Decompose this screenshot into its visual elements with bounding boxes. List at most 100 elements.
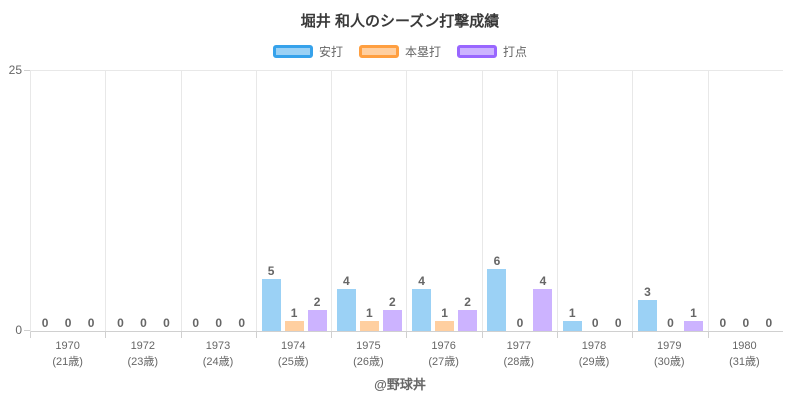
bar-group-1974: 5 1 2 <box>257 265 331 331</box>
x-label-1978: 1978 (29歳) <box>556 338 631 370</box>
bar-hits-1974[interactable]: 5 <box>261 265 281 331</box>
x-label-age: (23歳) <box>127 356 159 368</box>
bar-hits-1978[interactable]: 1 <box>562 307 582 331</box>
x-label-age: (30歳) <box>653 356 685 368</box>
value-label-homeruns-1972: 0 <box>140 316 147 330</box>
bar-rbi-1974[interactable]: 2 <box>307 296 327 331</box>
value-label-rbi-1973: 0 <box>238 316 246 330</box>
x-label-1975: 1975 (26歳) <box>331 338 406 370</box>
value-label-homeruns-1973: 0 <box>215 316 223 330</box>
x-axis-labels: 1970 (21歳) 1972 (23歳) 1973 (24歳) 1974 (25歳) 1975… <box>30 338 782 370</box>
x-label-year: 1978 <box>581 340 607 352</box>
value-label-hits-1977: 6 <box>493 254 501 268</box>
value-label-homeruns-1978: 0 <box>591 316 599 330</box>
bar-group-1978: 1 0 0 <box>558 307 632 331</box>
bar-homeruns-1976[interactable]: 1 <box>435 307 455 331</box>
x-label-1973: 1973 (24歳) <box>180 338 255 370</box>
x-label-age: (24歳) <box>202 356 234 368</box>
legend-swatch-homeruns <box>358 45 399 58</box>
y-axis-tick-min: 0 <box>15 323 22 337</box>
bar-hits-1975[interactable]: 4 <box>336 275 356 331</box>
x-axis-tick-mark <box>30 332 31 338</box>
x-label-year: 1980 <box>732 340 757 352</box>
value-label-hits-1978: 1 <box>568 306 576 320</box>
legend: 安打 本塁打 打点 <box>0 43 800 60</box>
bar-rbi-1977[interactable]: 4 <box>533 275 553 331</box>
x-label-age: (27歳) <box>428 356 459 368</box>
x-label-age: (29歳) <box>578 356 610 368</box>
bar-rbi-1976[interactable]: 2 <box>458 296 478 331</box>
category-1973: 0 0 0 <box>182 71 258 338</box>
y-axis-tick-mark-min <box>24 330 30 331</box>
bar-group-1977: 6 0 4 <box>483 255 557 331</box>
x-label-year: 1979 <box>656 340 682 352</box>
bar-rbi-1975[interactable]: 2 <box>382 296 402 331</box>
value-label-hits-1975: 4 <box>342 274 350 288</box>
value-label-rbi-1972: 0 <box>163 316 170 330</box>
legend-item-homeruns[interactable]: 本塁打 <box>358 43 441 60</box>
value-label-rbi-1978: 0 <box>614 316 622 330</box>
value-label-hits-1979: 3 <box>644 285 651 299</box>
legend-item-rbi[interactable]: 打点 <box>457 43 527 60</box>
value-label-homeruns-1970: 0 <box>64 316 72 330</box>
bar-hits-1977[interactable]: 6 <box>487 255 507 331</box>
x-label-age: (21歳) <box>52 356 83 368</box>
value-label-rbi-1977: 4 <box>539 274 547 288</box>
x-label-1977: 1977 (28歳) <box>481 338 556 370</box>
category-1979: 3 0 1 <box>633 71 709 338</box>
value-label-hits-1970: 0 <box>41 316 49 330</box>
value-label-rbi-1976: 2 <box>464 295 471 309</box>
x-label-year: 1974 <box>280 340 306 352</box>
value-label-homeruns-1976: 1 <box>441 306 448 320</box>
bar-group-1976: 4 1 2 <box>407 275 481 331</box>
category-1970: 0 0 0 <box>31 71 107 338</box>
category-1980: 0 0 0 <box>709 71 783 331</box>
bar-homeruns-1975[interactable]: 1 <box>359 307 379 331</box>
x-label-1979: 1979 (30歳) <box>632 338 707 370</box>
bar-hits-1976[interactable]: 4 <box>412 275 432 331</box>
bar-hits-1979[interactable]: 3 <box>638 286 658 331</box>
value-label-hits-1980: 0 <box>719 316 727 330</box>
value-label-homeruns-1979: 0 <box>667 316 674 330</box>
y-axis-tick-mark-max <box>24 70 30 71</box>
x-label-1976: 1976 (27歳) <box>406 338 481 370</box>
bar-group-1975: 4 1 2 <box>332 275 406 331</box>
legend-label-homeruns: 本塁打 <box>404 45 441 59</box>
category-1976: 4 1 2 <box>407 71 484 338</box>
x-label-1972: 1972 (23歳) <box>105 338 180 370</box>
category-1977: 6 0 4 <box>483 71 559 338</box>
x-label-age: (25歳) <box>277 356 309 368</box>
x-label-year: 1973 <box>205 340 231 352</box>
value-label-hits-1972: 0 <box>117 316 124 330</box>
category-1972: 0 0 0 <box>106 71 182 338</box>
category-1975: 4 1 2 <box>332 71 408 338</box>
value-label-homeruns-1974: 1 <box>290 306 298 320</box>
x-label-age: (26歳) <box>353 356 384 368</box>
value-label-homeruns-1980: 0 <box>742 316 750 330</box>
legend-label-rbi: 打点 <box>503 45 528 59</box>
legend-item-hits[interactable]: 安打 <box>272 43 343 60</box>
x-label-year: 1976 <box>431 340 456 352</box>
value-label-hits-1973: 0 <box>192 316 200 330</box>
value-label-rbi-1970: 0 <box>87 316 95 330</box>
bar-rbi-1979[interactable]: 1 <box>684 307 704 331</box>
x-label-1974: 1974 (25歳) <box>256 338 331 370</box>
value-label-homeruns-1977: 0 <box>516 316 524 330</box>
chart-footer-credit: @野球丼 <box>374 377 426 392</box>
legend-label-hits: 安打 <box>318 45 343 59</box>
x-label-age: (28歳) <box>503 356 535 368</box>
legend-swatch-hits <box>272 45 313 58</box>
category-1974: 5 1 2 <box>257 71 333 338</box>
category-1978: 1 0 0 <box>558 71 634 338</box>
value-label-hits-1976: 4 <box>418 274 425 288</box>
x-label-year: 1975 <box>356 340 381 352</box>
x-label-year: 1977 <box>506 340 532 352</box>
y-axis-tick-max: 25 <box>8 63 22 77</box>
bar-homeruns-1974[interactable]: 1 <box>284 307 304 331</box>
value-label-rbi-1974: 2 <box>313 295 321 309</box>
bar-group-1979: 3 0 1 <box>633 286 707 331</box>
value-label-hits-1974: 5 <box>267 264 275 278</box>
x-label-age: (31歳) <box>729 356 760 368</box>
